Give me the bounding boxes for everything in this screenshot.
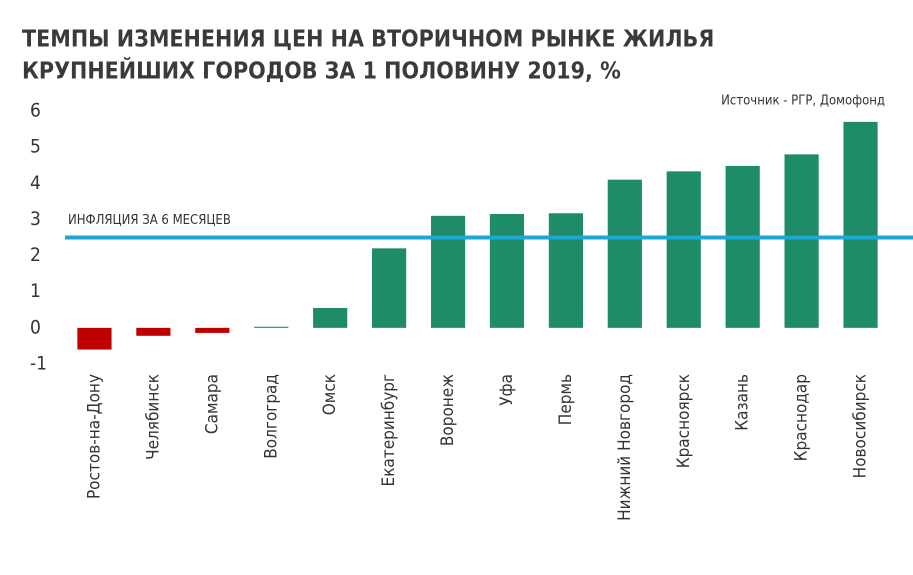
bar <box>430 215 466 328</box>
x-tick-label: Волгоград <box>261 374 281 459</box>
x-tick-label: Нижний Новгород <box>615 374 635 521</box>
x-tick-label: Екатеринбург <box>379 374 399 486</box>
bar <box>254 326 289 328</box>
x-tick-label: Воронеж <box>438 374 458 446</box>
y-tick-label: 0 <box>30 316 41 338</box>
source: Источник - РГР, Домофонд <box>721 94 885 109</box>
bar <box>607 179 642 328</box>
y-tick-label: 2 <box>30 244 41 266</box>
bar <box>843 121 878 328</box>
chart-title: КРУПНЕЙШИХ ГОРОДОВ ЗА 1 ПОЛОВИНУ 2019, % <box>22 57 621 85</box>
bar <box>548 213 583 328</box>
x-tick-label: Новосибирск <box>851 374 871 478</box>
x-tick-label: Челябинск <box>143 374 163 460</box>
x-tick-label: Красноярск <box>674 374 694 468</box>
x-tick-label: Самара <box>202 374 222 434</box>
y-tick-label: 4 <box>30 172 41 194</box>
bar <box>77 327 112 350</box>
y-tick-label: 1 <box>30 280 41 302</box>
bar <box>489 214 525 328</box>
reference-label: ИНФЛЯЦИЯ ЗА 6 МЕСЯЦЕВ <box>68 213 231 228</box>
x-tick-label: Казань <box>733 374 753 431</box>
x-tick-label: Уфа <box>497 374 517 406</box>
x-tick-label: Ростов-на-Дону <box>84 374 104 499</box>
x-tick-label: Пермь <box>556 374 576 425</box>
y-tick-label: 5 <box>30 136 41 158</box>
bar <box>666 171 701 328</box>
x-tick-label: Омск <box>320 374 340 415</box>
y-tick-label: -1 <box>30 353 47 375</box>
bar <box>313 307 348 328</box>
y-tick-label: 6 <box>30 100 41 122</box>
y-tick-label: 3 <box>30 208 41 230</box>
x-tick-label: Краснодар <box>792 374 812 461</box>
bar <box>136 327 171 336</box>
bar <box>195 327 230 333</box>
chart-title: ТЕМПЫ ИЗМЕНЕНИЯ ЦЕН НА ВТОРИЧНОМ РЫНКЕ Ж… <box>22 27 714 53</box>
bar <box>784 154 819 328</box>
bar <box>372 248 407 328</box>
bar <box>725 165 760 328</box>
